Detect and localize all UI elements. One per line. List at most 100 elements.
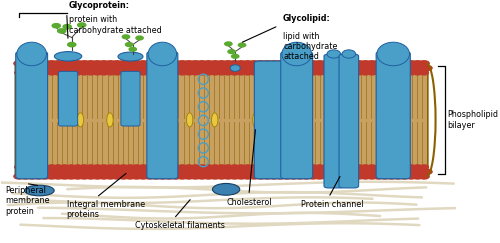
Circle shape [412, 174, 422, 179]
Circle shape [58, 29, 66, 33]
Circle shape [164, 61, 174, 66]
Circle shape [237, 165, 246, 169]
Circle shape [407, 70, 416, 75]
Ellipse shape [24, 185, 54, 196]
Circle shape [184, 174, 194, 179]
Circle shape [354, 165, 363, 169]
Circle shape [305, 66, 314, 70]
Circle shape [249, 61, 259, 66]
Circle shape [420, 165, 428, 169]
Circle shape [122, 66, 132, 70]
Text: Phospholipid
bilayer: Phospholipid bilayer [447, 110, 498, 130]
Circle shape [211, 165, 219, 169]
Circle shape [30, 169, 40, 174]
Circle shape [230, 174, 239, 179]
Circle shape [344, 66, 354, 70]
Circle shape [361, 165, 370, 169]
Circle shape [158, 174, 168, 179]
Circle shape [148, 169, 158, 174]
Circle shape [68, 43, 76, 47]
Circle shape [14, 165, 23, 169]
Circle shape [249, 174, 259, 179]
Circle shape [276, 70, 284, 75]
Circle shape [207, 169, 216, 174]
Circle shape [288, 61, 298, 66]
Circle shape [266, 169, 275, 174]
Circle shape [122, 35, 130, 39]
Circle shape [126, 70, 134, 75]
Circle shape [27, 174, 37, 179]
Circle shape [220, 169, 230, 174]
Circle shape [374, 70, 382, 75]
FancyBboxPatch shape [147, 52, 178, 179]
Circle shape [34, 174, 43, 179]
Circle shape [207, 66, 216, 70]
Circle shape [394, 70, 402, 75]
Circle shape [21, 165, 29, 169]
Circle shape [419, 61, 429, 66]
Circle shape [358, 169, 366, 174]
Circle shape [296, 165, 304, 169]
Circle shape [197, 174, 207, 179]
Circle shape [28, 70, 36, 75]
Circle shape [234, 169, 242, 174]
FancyBboxPatch shape [121, 71, 140, 126]
Circle shape [78, 23, 86, 27]
Circle shape [64, 169, 72, 174]
Circle shape [102, 66, 112, 70]
Circle shape [148, 66, 158, 70]
Circle shape [380, 174, 390, 179]
Circle shape [298, 169, 308, 174]
Circle shape [158, 165, 167, 169]
Circle shape [40, 61, 50, 66]
Circle shape [393, 174, 403, 179]
Circle shape [412, 61, 422, 66]
Ellipse shape [212, 183, 240, 195]
Circle shape [364, 169, 373, 174]
Circle shape [210, 61, 220, 66]
Circle shape [152, 165, 160, 169]
FancyBboxPatch shape [254, 61, 286, 179]
Circle shape [381, 165, 389, 169]
Circle shape [416, 66, 426, 70]
Circle shape [279, 169, 288, 174]
Circle shape [34, 61, 43, 66]
Circle shape [367, 174, 377, 179]
Circle shape [302, 174, 312, 179]
Circle shape [178, 70, 186, 75]
Circle shape [223, 61, 233, 66]
Circle shape [253, 66, 262, 70]
Circle shape [184, 70, 193, 75]
Circle shape [272, 66, 281, 70]
Circle shape [178, 61, 188, 66]
Circle shape [286, 169, 295, 174]
Circle shape [18, 169, 27, 174]
Circle shape [420, 70, 428, 75]
Circle shape [72, 174, 83, 179]
Circle shape [250, 165, 258, 169]
Circle shape [396, 169, 406, 174]
Circle shape [390, 169, 400, 174]
Circle shape [76, 169, 86, 174]
Circle shape [328, 165, 337, 169]
Circle shape [224, 42, 232, 46]
Text: Integral membrane
proteins: Integral membrane proteins [66, 200, 145, 219]
Circle shape [53, 174, 63, 179]
Circle shape [139, 70, 147, 75]
Circle shape [246, 66, 256, 70]
Circle shape [302, 70, 310, 75]
Circle shape [146, 165, 154, 169]
Circle shape [276, 174, 285, 179]
Circle shape [99, 61, 109, 66]
Circle shape [99, 174, 109, 179]
Circle shape [24, 66, 34, 70]
Circle shape [335, 70, 344, 75]
Circle shape [403, 66, 412, 70]
Circle shape [288, 174, 298, 179]
Circle shape [96, 66, 105, 70]
Circle shape [181, 66, 190, 70]
Circle shape [109, 169, 118, 174]
Circle shape [57, 169, 66, 174]
Text: protein with
carbohydrate attached: protein with carbohydrate attached [69, 15, 162, 35]
Circle shape [48, 165, 56, 169]
